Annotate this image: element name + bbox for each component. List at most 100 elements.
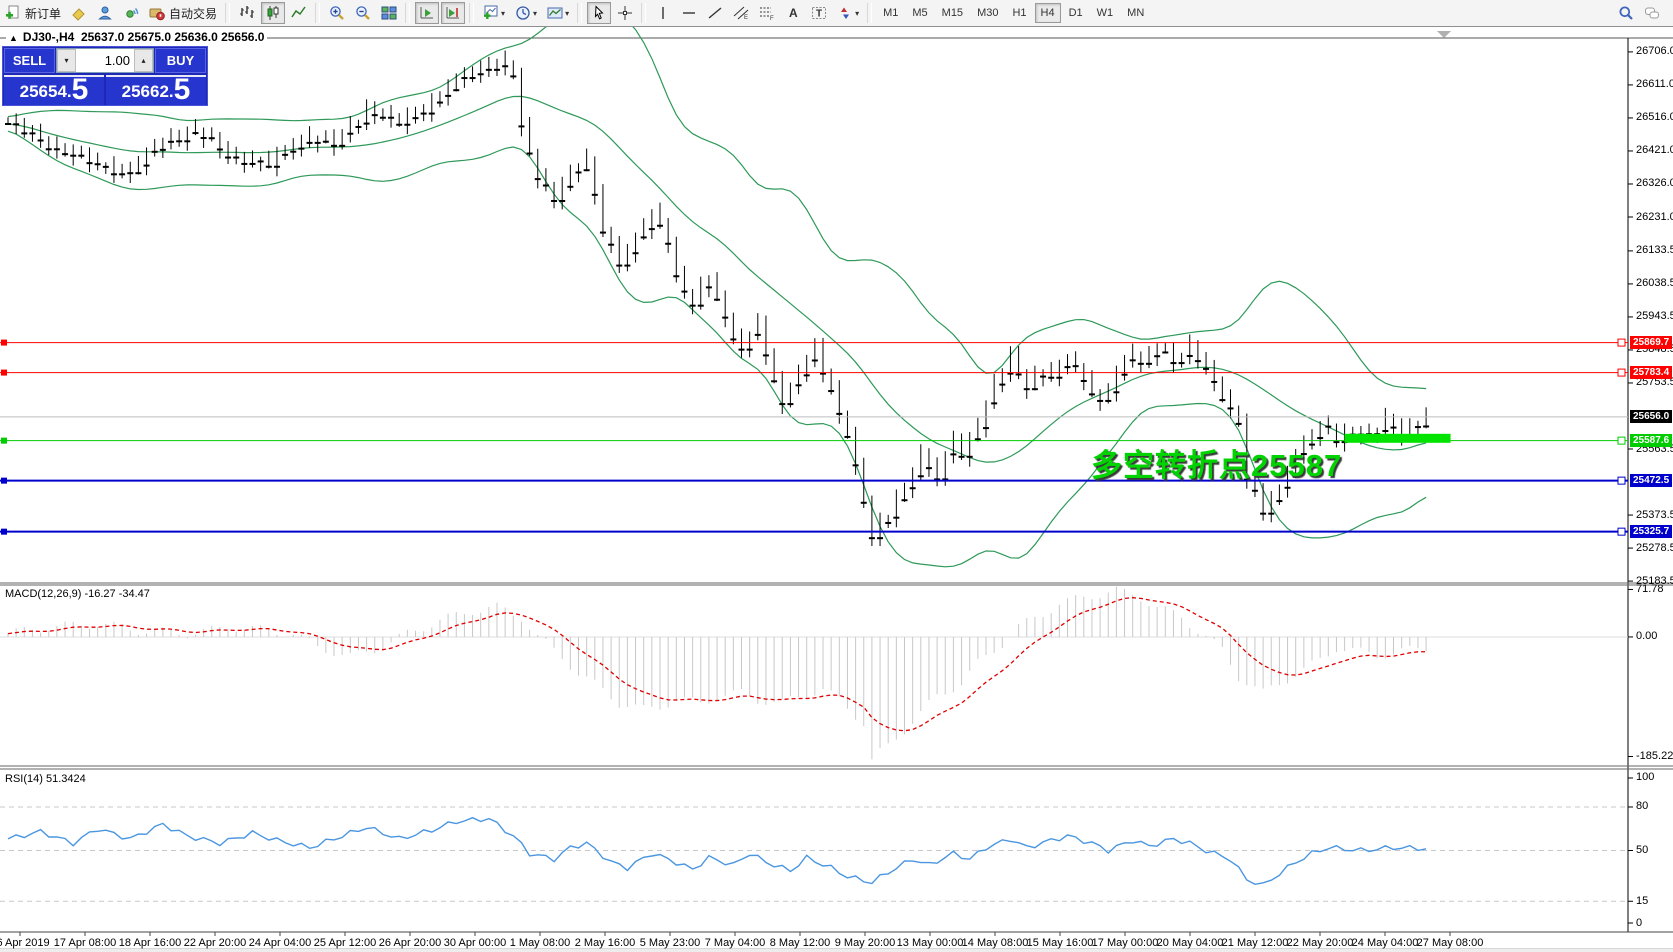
channel-button[interactable]: E (729, 2, 753, 24)
level-price-label: 25325.7 (1630, 525, 1672, 539)
timeframe-m30-button[interactable]: M30 (971, 3, 1004, 23)
price-digit: 5 (71, 75, 89, 105)
arrows-button[interactable]: ▾ (833, 2, 863, 24)
price-tick: 26133.5 (1636, 244, 1673, 257)
button-label: 自动交易 (169, 6, 218, 21)
text-button[interactable]: A (781, 2, 805, 24)
toolbar-separator (641, 3, 647, 23)
svg-text:A: A (789, 6, 798, 20)
time-tick-label: 24 May 04:00 (1351, 937, 1419, 949)
crosshair-button[interactable] (613, 2, 637, 24)
chevron-down-icon[interactable]: ▾ (533, 8, 538, 18)
zoom-out-button[interactable] (351, 2, 375, 24)
buy-price[interactable]: 25662. 5 (106, 75, 206, 105)
chat-button[interactable] (1640, 2, 1664, 24)
level-price-label: 25869.7 (1630, 336, 1672, 350)
time-tick-label: 7 May 04:00 (704, 937, 766, 949)
price-tick: 26706.0 (1636, 45, 1673, 58)
timeframe-m5-button[interactable]: M5 (906, 3, 933, 23)
time-tick-label: 21 May 12:00 (1221, 937, 1289, 949)
toolbar-separator (315, 3, 321, 23)
chevron-down-icon[interactable]: ▾ (855, 8, 860, 18)
button-label: H1 (1012, 7, 1027, 19)
price-digit: 25662 (121, 82, 169, 101)
cursor-button[interactable] (587, 2, 612, 24)
vertical-line-icon (662, 7, 664, 19)
toolbar-separator (469, 3, 475, 23)
time-tick-label: 27 May 08:00 (1416, 937, 1484, 949)
current-price-label: 25656.0 (1630, 410, 1672, 424)
time-tick-label: 26 Apr 20:00 (378, 937, 442, 949)
macd-tick: 0.00 (1636, 630, 1658, 643)
profile-button[interactable] (93, 2, 117, 24)
text-label-icon: T (812, 7, 827, 20)
periods-button[interactable]: ▾ (511, 2, 541, 24)
time-tick-label: 2 May 16:00 (574, 937, 636, 949)
chart-shift-button[interactable] (441, 2, 466, 24)
timeframe-d1-button[interactable]: D1 (1063, 3, 1089, 23)
time-tick-label: 18 Apr 16:00 (118, 937, 182, 949)
timeframe-w1-button[interactable]: W1 (1091, 3, 1120, 23)
new-chart-button[interactable]: ▾ (479, 2, 509, 24)
time-tick-label: 20 May 04:00 (1156, 937, 1224, 949)
auto-trading-icon (149, 8, 165, 21)
price-tick: 25753.5 (1636, 376, 1673, 389)
time-tick-label: 17 May 00:00 (1091, 937, 1159, 949)
zoom-in-button[interactable] (325, 2, 349, 24)
macd-indicator-label: MACD(12,26,9) -16.27 -34.47 (5, 588, 150, 600)
time-tick-label: 14 May 08:00 (961, 937, 1029, 949)
sell-button[interactable]: SELL (4, 48, 55, 73)
signal-icon (126, 8, 139, 18)
candlestick-button[interactable] (261, 2, 286, 24)
timeframe-h4-button[interactable]: H4 (1034, 3, 1061, 23)
text-label-button[interactable]: T (807, 2, 831, 24)
ohlc-values: 25637.0 25675.0 25636.0 25656.0 (80, 30, 265, 44)
chevron-down-icon[interactable]: ▾ (565, 8, 570, 18)
volume-decrease-button[interactable]: ▾ (57, 49, 76, 72)
chevron-down-icon[interactable]: ▾ (501, 8, 506, 18)
time-tick-label: 13 May 00:00 (896, 937, 964, 949)
timeframe-mn-button[interactable]: MN (1121, 3, 1150, 23)
trendline-button[interactable] (703, 2, 727, 24)
trade-panel-top-row: SELL ▾ ▴ BUY (3, 47, 207, 74)
horizontal-line-button[interactable] (677, 2, 701, 24)
auto-scroll-icon (420, 7, 434, 19)
timeframe-m15-button[interactable]: M15 (936, 3, 969, 23)
sell-price[interactable]: 25654. 5 (4, 75, 104, 105)
timeframe-h1-button[interactable]: H1 (1006, 3, 1032, 23)
templates-button[interactable]: ▾ (543, 2, 573, 24)
button-label: MN (1127, 7, 1145, 19)
line-chart-button[interactable] (287, 2, 311, 24)
chart-annotation-text[interactable]: 多空转折点25587 (1091, 448, 1343, 483)
trendline-icon (708, 7, 722, 19)
one-click-trade-panel: SELL ▾ ▴ BUY 25654.5 25662.5 (2, 46, 208, 106)
auto-scroll-button[interactable] (415, 2, 440, 24)
tile-windows-button[interactable] (377, 2, 401, 24)
buy-button[interactable]: BUY (155, 48, 206, 73)
symbol-header: ▲ DJ30-,H4 25637.0 25675.0 25636.0 25656.… (6, 30, 268, 44)
tile-windows-icon (381, 6, 397, 20)
volume-increase-button[interactable]: ▴ (134, 49, 153, 72)
new-chart-icon (484, 5, 498, 19)
volume-input[interactable] (76, 49, 134, 72)
svg-text:E: E (744, 15, 748, 21)
price-tick: 26231.0 (1636, 210, 1673, 223)
fibonacci-button[interactable]: F (755, 2, 779, 24)
bar-chart-button[interactable] (235, 2, 259, 24)
collapse-panel-icon[interactable]: ▲ (9, 33, 18, 43)
price-tick: 26326.0 (1636, 177, 1673, 190)
svg-text:F: F (770, 16, 774, 21)
signal-button[interactable] (119, 2, 143, 24)
volume-stepper: ▾ ▴ (56, 48, 154, 73)
eraser-button[interactable] (67, 2, 91, 24)
auto-trading-button[interactable]: 自动交易 (145, 2, 221, 24)
price-tick: 25373.5 (1636, 508, 1673, 521)
toolbar-separator (225, 3, 231, 23)
timeframe-m1-button[interactable]: M1 (877, 3, 904, 23)
rsi-indicator-label: RSI(14) 51.3424 (5, 773, 86, 785)
search-button[interactable] (1614, 2, 1638, 24)
new-order-button[interactable]: 新订单 (1, 2, 65, 24)
price-tick: 26611.0 (1636, 78, 1673, 91)
vertical-line-button[interactable] (651, 2, 675, 24)
